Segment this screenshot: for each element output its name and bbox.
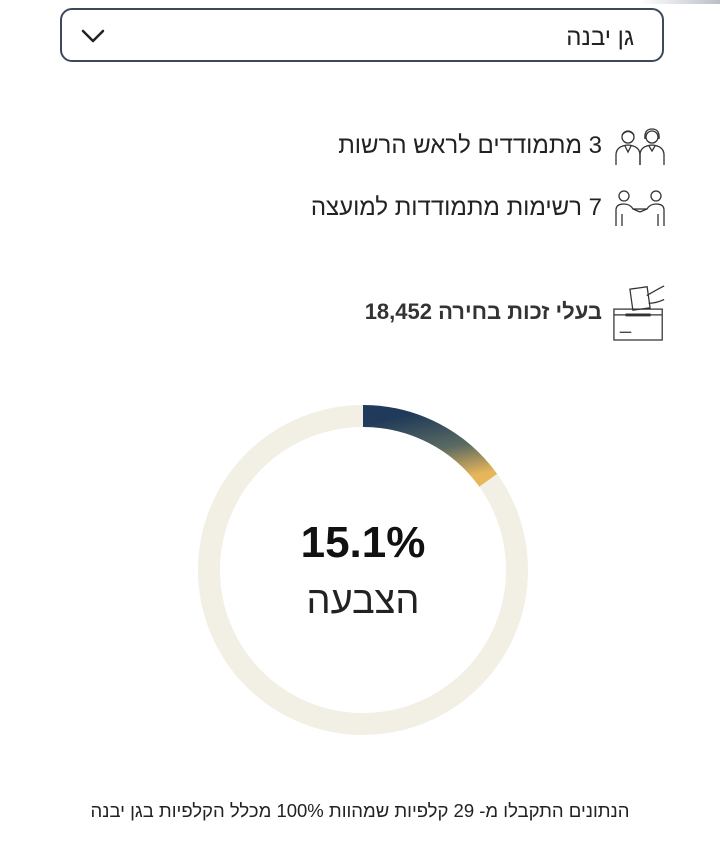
handshake-icon [612,186,668,230]
chevron-down-icon[interactable] [80,26,106,46]
turnout-percentage: 15.1% [300,518,426,567]
turnout-donut-chart [198,405,528,735]
footer-note: הנתונים התקבלו מ- 29 קלפיות שמהוות 100% … [90,800,630,821]
council-lists-text: 7 רשימות מתמודדות למועצה [310,194,602,221]
council-lists-row: 7 רשימות מתמודדות למועצה [311,186,668,230]
mayor-candidates-text: 3 מתמודדים לראש הרשות [338,132,602,159]
locality-dropdown-value: גן יבנה [566,24,634,51]
candidates-icon [612,124,668,168]
eligible-voters-row: בעלי זכות בחירה 18,452 [365,282,668,342]
turnout-label: הצבעה [306,580,420,622]
locality-dropdown[interactable]: גן יבנה [60,8,664,62]
turnout-arc [362,405,498,487]
top-accent-line [640,0,720,4]
eligible-voters-text: בעלי זכות בחירה 18,452 [364,299,602,324]
ballot-box-icon [612,282,668,342]
mayor-candidates-row: 3 מתמודדים לראש הרשות [338,124,668,168]
